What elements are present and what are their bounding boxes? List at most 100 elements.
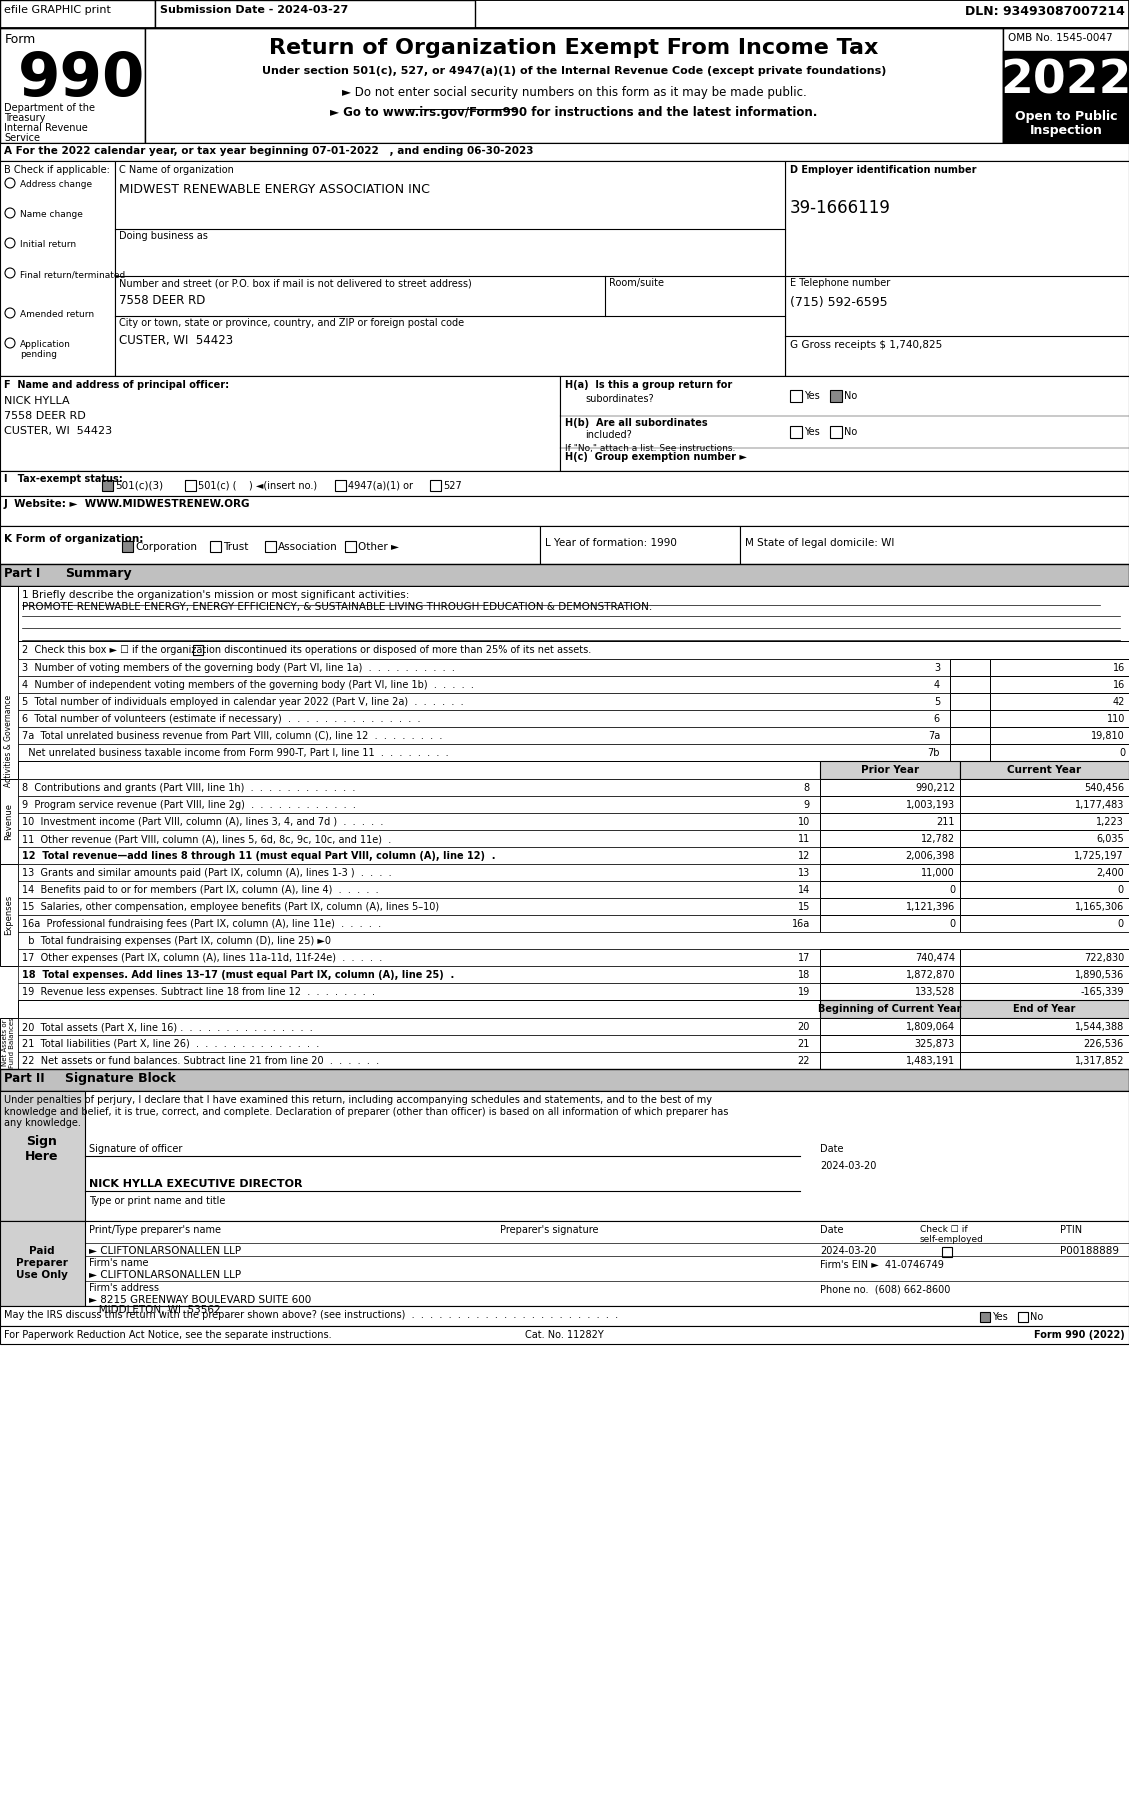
- Bar: [960, 949, 1129, 967]
- Text: Current Year: Current Year: [1007, 766, 1082, 775]
- Text: 14: 14: [798, 885, 809, 894]
- Text: Signature of officer: Signature of officer: [89, 1145, 183, 1154]
- Bar: [18, 677, 1129, 693]
- Bar: [790, 426, 802, 437]
- Text: 18: 18: [798, 970, 809, 980]
- Circle shape: [5, 308, 15, 317]
- Bar: [949, 727, 990, 744]
- Bar: [185, 481, 196, 492]
- Text: 1,544,388: 1,544,388: [1075, 1021, 1124, 1032]
- Text: 39-1666119: 39-1666119: [790, 200, 891, 218]
- Text: DLN: 93493087007214: DLN: 93493087007214: [965, 5, 1124, 18]
- Bar: [0, 1018, 18, 1068]
- Bar: [820, 949, 960, 967]
- Bar: [960, 882, 1129, 898]
- Bar: [18, 1036, 1129, 1052]
- Text: 4  Number of independent voting members of the governing body (Part VI, line 1b): 4 Number of independent voting members o…: [21, 680, 474, 689]
- Text: 5  Total number of individuals employed in calendar year 2022 (Part V, line 2a) : 5 Total number of individuals employed i…: [21, 697, 464, 707]
- Text: 14  Benefits paid to or for members (Part IX, column (A), line 4)  .  .  .  .  .: 14 Benefits paid to or for members (Part…: [21, 885, 378, 894]
- Text: May the IRS discuss this return with the preparer shown above? (see instructions: May the IRS discuss this return with the…: [5, 1310, 618, 1321]
- Text: 22  Net assets or fund balances. Subtract line 21 from line 20  .  .  .  .  .  .: 22 Net assets or fund balances. Subtract…: [21, 1056, 379, 1067]
- Text: Address change: Address change: [20, 180, 93, 189]
- Text: D Employer identification number: D Employer identification number: [790, 165, 977, 174]
- Text: L Year of formation: 1990: L Year of formation: 1990: [545, 539, 677, 548]
- Text: Net Assets or
Fund Balances: Net Assets or Fund Balances: [2, 1018, 16, 1068]
- Bar: [960, 831, 1129, 847]
- Text: Paid
Preparer
Use Only: Paid Preparer Use Only: [16, 1246, 68, 1279]
- Bar: [18, 949, 1129, 967]
- Text: Corporation: Corporation: [135, 542, 196, 551]
- Bar: [0, 0, 155, 27]
- Text: Internal Revenue: Internal Revenue: [5, 123, 88, 132]
- Text: 15  Salaries, other compensation, employee benefits (Part IX, column (A), lines : 15 Salaries, other compensation, employe…: [21, 902, 439, 912]
- Text: 42: 42: [1112, 697, 1124, 707]
- Bar: [18, 967, 1129, 983]
- Bar: [960, 1036, 1129, 1052]
- Text: 0: 0: [1119, 747, 1124, 758]
- Bar: [265, 541, 275, 551]
- Text: Expenses: Expenses: [5, 894, 14, 936]
- Bar: [0, 564, 1129, 586]
- Text: Form: Form: [5, 33, 36, 45]
- Bar: [18, 693, 1129, 709]
- Bar: [949, 744, 990, 762]
- Text: Amended return: Amended return: [20, 310, 94, 319]
- Bar: [18, 796, 1129, 813]
- Circle shape: [5, 178, 15, 189]
- Text: Firm's address: Firm's address: [89, 1282, 159, 1293]
- Text: 133,528: 133,528: [914, 987, 955, 998]
- Bar: [820, 898, 960, 914]
- Text: 19: 19: [798, 987, 809, 998]
- Bar: [949, 693, 990, 709]
- Text: Check ☐ if
self-employed: Check ☐ if self-employed: [920, 1224, 983, 1244]
- Text: For Paperwork Reduction Act Notice, see the separate instructions.: For Paperwork Reduction Act Notice, see …: [5, 1330, 332, 1341]
- Text: MIDDLETON, WI  53562: MIDDLETON, WI 53562: [89, 1304, 220, 1315]
- Text: C Name of organization: C Name of organization: [119, 165, 234, 174]
- Text: Application: Application: [20, 339, 71, 348]
- Bar: [102, 481, 113, 492]
- Bar: [960, 914, 1129, 932]
- Text: 20: 20: [797, 1021, 809, 1032]
- Text: Department of the: Department of the: [5, 103, 95, 112]
- Text: Signature Block: Signature Block: [65, 1072, 176, 1085]
- Bar: [0, 495, 1129, 526]
- Text: G Gross receipts $ 1,740,825: G Gross receipts $ 1,740,825: [790, 339, 943, 350]
- Text: 1,725,197: 1,725,197: [1075, 851, 1124, 862]
- Bar: [0, 375, 560, 472]
- Text: Yes: Yes: [992, 1312, 1008, 1322]
- Circle shape: [5, 209, 15, 218]
- Bar: [0, 472, 1129, 526]
- Text: 11  Other revenue (Part VIII, column (A), lines 5, 6d, 8c, 9c, 10c, and 11e)  .: 11 Other revenue (Part VIII, column (A),…: [21, 834, 392, 844]
- Text: Doing business as: Doing business as: [119, 230, 208, 241]
- Text: 1,121,396: 1,121,396: [905, 902, 955, 912]
- Bar: [820, 1036, 960, 1052]
- Text: M State of legal domicile: WI: M State of legal domicile: WI: [745, 539, 894, 548]
- Text: 9: 9: [804, 800, 809, 811]
- Text: 1,809,064: 1,809,064: [905, 1021, 955, 1032]
- Bar: [820, 831, 960, 847]
- Text: Preparer's signature: Preparer's signature: [500, 1224, 598, 1235]
- Bar: [820, 813, 960, 831]
- Bar: [18, 831, 1129, 847]
- Text: E Telephone number: E Telephone number: [790, 278, 891, 288]
- Bar: [960, 813, 1129, 831]
- Text: 990: 990: [18, 51, 146, 109]
- Bar: [0, 161, 115, 375]
- Text: 226,536: 226,536: [1084, 1039, 1124, 1048]
- Bar: [0, 1090, 85, 1221]
- Text: F  Name and address of principal officer:: F Name and address of principal officer:: [5, 379, 229, 390]
- Text: 7558 DEER RD: 7558 DEER RD: [5, 412, 86, 421]
- Bar: [18, 813, 1129, 831]
- Text: Final return/terminated: Final return/terminated: [20, 270, 125, 279]
- Text: MIDWEST RENEWABLE ENERGY ASSOCIATION INC: MIDWEST RENEWABLE ENERGY ASSOCIATION INC: [119, 183, 430, 196]
- Text: Name change: Name change: [20, 210, 82, 219]
- Bar: [0, 27, 145, 143]
- Text: Part II: Part II: [5, 1072, 45, 1085]
- Text: Association: Association: [278, 542, 338, 551]
- Text: 8  Contributions and grants (Part VIII, line 1h)  .  .  .  .  .  .  .  .  .  .  : 8 Contributions and grants (Part VIII, l…: [21, 784, 356, 793]
- Text: 21  Total liabilities (Part X, line 26)  .  .  .  .  .  .  .  .  .  .  .  .  .  : 21 Total liabilities (Part X, line 26) .…: [21, 1039, 320, 1048]
- Text: 1,223: 1,223: [1096, 816, 1124, 827]
- Text: 11,000: 11,000: [921, 869, 955, 878]
- Bar: [990, 727, 1129, 744]
- Bar: [18, 658, 1129, 677]
